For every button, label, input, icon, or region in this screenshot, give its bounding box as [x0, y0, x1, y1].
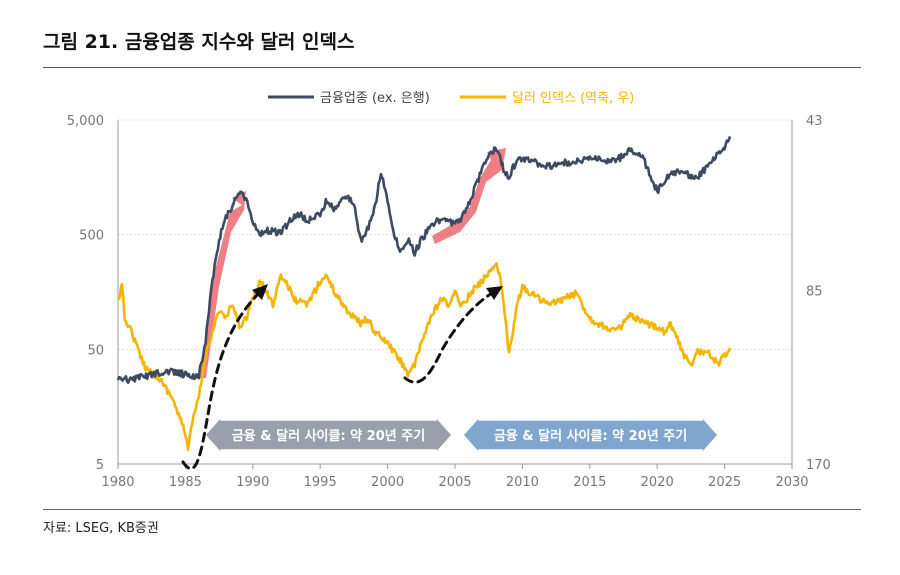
x-tick-label: 2000 [371, 475, 404, 490]
y-left-tick-label: 50 [87, 343, 104, 358]
cycle-band-right [461, 415, 720, 455]
x-tick-label: 2020 [641, 475, 674, 490]
x-tick-label: 1985 [169, 475, 202, 490]
x-tick-label: 2005 [438, 475, 471, 490]
dashed-arrow-1985 [181, 290, 262, 470]
title-divider [43, 67, 861, 68]
legend-label-dollar: 달러 인덱스 (역축, 우) [512, 91, 634, 106]
x-tick-label: 2030 [775, 475, 808, 490]
x-tick-label: 2025 [708, 475, 741, 490]
x-tick-label: 1990 [236, 475, 269, 490]
y-left-tick-label: 5,000 [67, 114, 104, 129]
cycle-band-left-label: 금융 & 달러 사이클: 약 20년 주기 [232, 428, 425, 444]
x-tick-label: 2015 [573, 475, 606, 490]
y-right-tick-label: 170 [806, 458, 831, 473]
financials-index-line [116, 135, 732, 384]
x-tick-label: 1980 [101, 475, 134, 490]
uptrend-highlight-2004 [432, 148, 506, 244]
y-left-tick-label: 5 [96, 458, 104, 473]
y-right-tick-label: 85 [806, 285, 823, 300]
source-note: 자료: LSEG, KB증권 [43, 521, 159, 536]
x-tick-label: 2010 [506, 475, 539, 490]
dollar-index-line [116, 262, 732, 451]
dashed-arrow-1985-head [252, 284, 268, 300]
dashed-arrow-2002 [403, 290, 496, 384]
dashed-arrow-2002-head [486, 286, 503, 300]
source-divider [43, 509, 861, 510]
y-left-tick-label: 500 [79, 229, 104, 244]
x-tick-label: 1995 [304, 475, 337, 490]
y-right-tick-label: 43 [806, 114, 823, 129]
uptrend-highlight-1986 [196, 191, 246, 378]
cycle-band-right-label: 금융 & 달러 사이클: 약 20년 주기 [494, 428, 687, 444]
cycle-band-left [203, 415, 454, 455]
legend-label-financials: 금융업종 (ex. 은행) [320, 90, 430, 106]
figure-title: 그림 21. 금융업종 지수와 달러 인덱스 [43, 31, 355, 53]
